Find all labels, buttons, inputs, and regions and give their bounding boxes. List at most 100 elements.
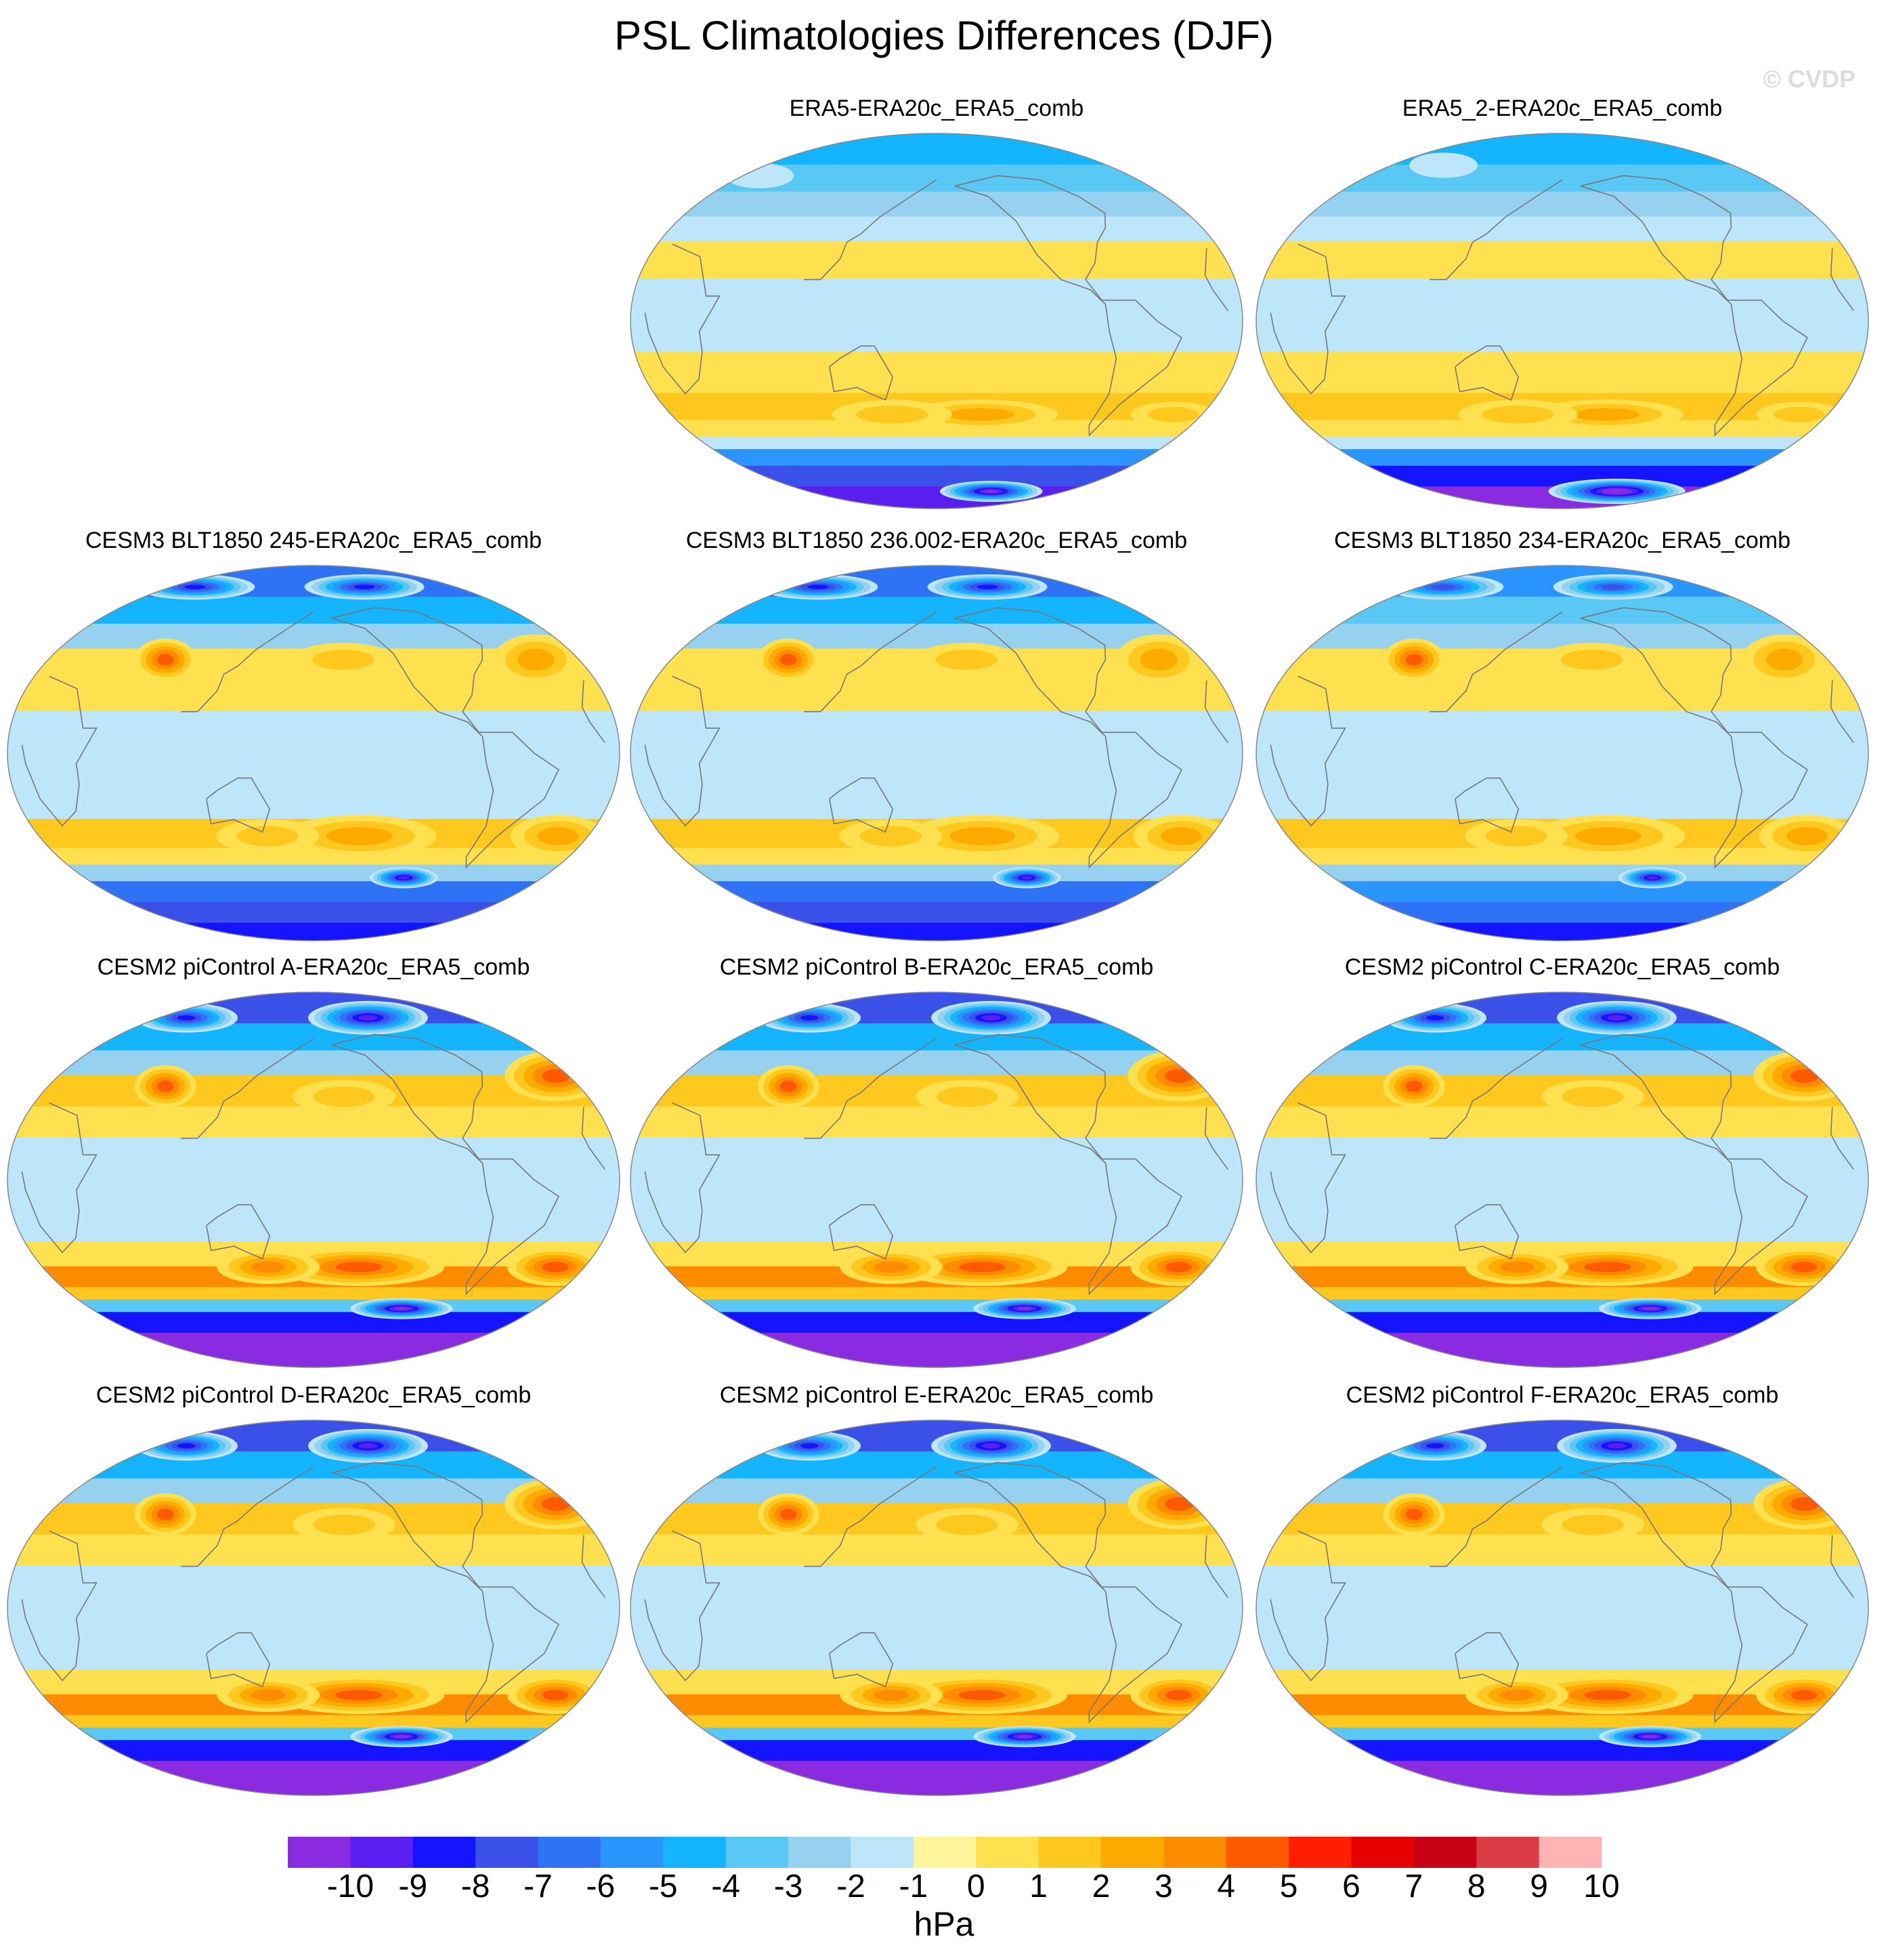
map-outline <box>1256 992 1869 1368</box>
colorbar-swatch <box>1038 1837 1102 1868</box>
anomaly-contour <box>874 1261 909 1273</box>
map-outline <box>7 1420 620 1796</box>
anomaly-contour <box>1790 1262 1818 1273</box>
anomaly-contour <box>1165 1497 1193 1511</box>
lat-band <box>1256 191 1868 218</box>
colorbar-swatch <box>1476 1837 1540 1868</box>
anomaly-contour <box>1485 826 1547 847</box>
lat-band <box>630 1023 1243 1052</box>
colorbar-swatch <box>663 1837 727 1868</box>
map-svg <box>630 1420 1243 1796</box>
colorbar-swatch <box>412 1837 476 1868</box>
colorbar-swatch <box>1289 1837 1352 1868</box>
map-svg <box>7 565 620 941</box>
lat-band <box>1256 679 1868 712</box>
map-panel: ERA5_2-ERA20c_ERA5_comb <box>1254 95 1870 515</box>
lat-band <box>1256 742 1868 785</box>
anomaly-contour <box>537 827 579 845</box>
coastline <box>206 1632 271 1688</box>
anomaly-contour <box>1148 406 1199 423</box>
lat-band <box>630 191 1243 218</box>
coastline <box>644 1102 1228 1254</box>
coastline <box>1430 611 1563 712</box>
colorbar-tick-label: -8 <box>460 1869 490 1904</box>
coastline <box>1270 1102 1854 1254</box>
lat-band <box>7 1332 620 1355</box>
lat-band <box>630 133 1243 166</box>
colorbar-tick-label: 3 <box>1154 1869 1173 1904</box>
lat-band <box>630 310 1243 353</box>
coastline <box>804 179 937 280</box>
lat-band <box>630 881 1243 903</box>
coastline <box>829 1632 894 1688</box>
coastline <box>181 1466 314 1567</box>
map-svg <box>7 992 620 1368</box>
lat-band <box>1256 1353 1868 1367</box>
anomaly-contour <box>1017 1306 1032 1311</box>
lat-band <box>1256 1638 1868 1671</box>
lat-band <box>1256 1781 1868 1795</box>
colorbar-tick-label: -4 <box>711 1869 740 1904</box>
lat-band <box>1256 901 1868 924</box>
panel-title: ERA5-ERA20c_ERA5_comb <box>789 95 1084 121</box>
panel-title: CESM2 piControl B-ERA20c_ERA5_comb <box>719 954 1154 980</box>
anomaly-contour <box>947 408 1014 421</box>
lat-band <box>630 1332 1243 1355</box>
map-outline <box>630 1420 1243 1796</box>
coastline <box>206 1204 271 1260</box>
colorbar-tick-label: -7 <box>523 1869 553 1904</box>
colorbar-tick-label: -1 <box>899 1869 928 1904</box>
map-panel: CESM2 piControl E-ERA20c_ERA5_comb <box>628 1382 1245 1802</box>
map-svg <box>7 1420 620 1796</box>
colorbar-tick-label: 6 <box>1342 1869 1360 1904</box>
colorbar-tick-label: 8 <box>1467 1869 1486 1904</box>
anomaly-contour <box>874 1689 909 1701</box>
anomaly-contour <box>251 1689 286 1701</box>
lat-band <box>7 1023 620 1052</box>
map-panel: CESM2 piControl F-ERA20c_ERA5_comb <box>1254 1382 1870 1802</box>
anomaly-contour <box>335 1690 383 1701</box>
anomaly-contour <box>983 490 999 493</box>
lat-band <box>1256 133 1868 166</box>
lat-band <box>1256 1534 1868 1567</box>
anomaly-contour <box>779 1080 797 1092</box>
lat-band <box>1256 216 1868 243</box>
colorbar-units: hPa <box>914 1905 974 1943</box>
lat-band <box>1256 1287 1868 1301</box>
anomaly-contour <box>1607 1015 1627 1021</box>
coastlines <box>21 607 605 869</box>
coastline <box>21 1102 605 1254</box>
lat-band <box>1256 1299 1868 1314</box>
colorbar-swatch <box>475 1837 539 1868</box>
lat-band <box>630 1287 1243 1301</box>
anomaly-contour <box>1562 1086 1624 1107</box>
anomaly-contour <box>800 1015 819 1021</box>
lat-band <box>7 1565 620 1598</box>
lat-band <box>7 1137 620 1170</box>
map-svg <box>630 565 1243 941</box>
lat-band <box>630 1715 1243 1729</box>
lat-band <box>1256 1596 1868 1640</box>
lat-band <box>630 742 1243 785</box>
lat-band <box>7 1760 620 1783</box>
map-outline <box>1256 1420 1869 1796</box>
coastline <box>21 1530 605 1682</box>
map-svg <box>1256 133 1869 509</box>
anomaly-contour <box>236 826 299 847</box>
anomaly-contour <box>312 649 374 670</box>
lat-band <box>630 901 1243 924</box>
map-panel: CESM3 BLT1850 245-ERA20c_ERA5_comb <box>5 527 622 947</box>
colorbar-swatch <box>350 1837 414 1868</box>
lat-band <box>7 1299 620 1314</box>
anomaly-contour <box>1165 1069 1193 1083</box>
map-svg <box>630 133 1243 509</box>
lat-band <box>7 1168 620 1212</box>
anomaly-contour <box>1608 490 1626 493</box>
anomaly-contour <box>936 1514 998 1535</box>
anomaly-contour <box>1574 827 1642 845</box>
lat-band <box>630 465 1243 488</box>
anomaly-contour <box>859 826 922 847</box>
map-svg <box>1256 565 1869 941</box>
anomaly-contour <box>251 1261 286 1273</box>
lat-band <box>1256 1137 1868 1170</box>
